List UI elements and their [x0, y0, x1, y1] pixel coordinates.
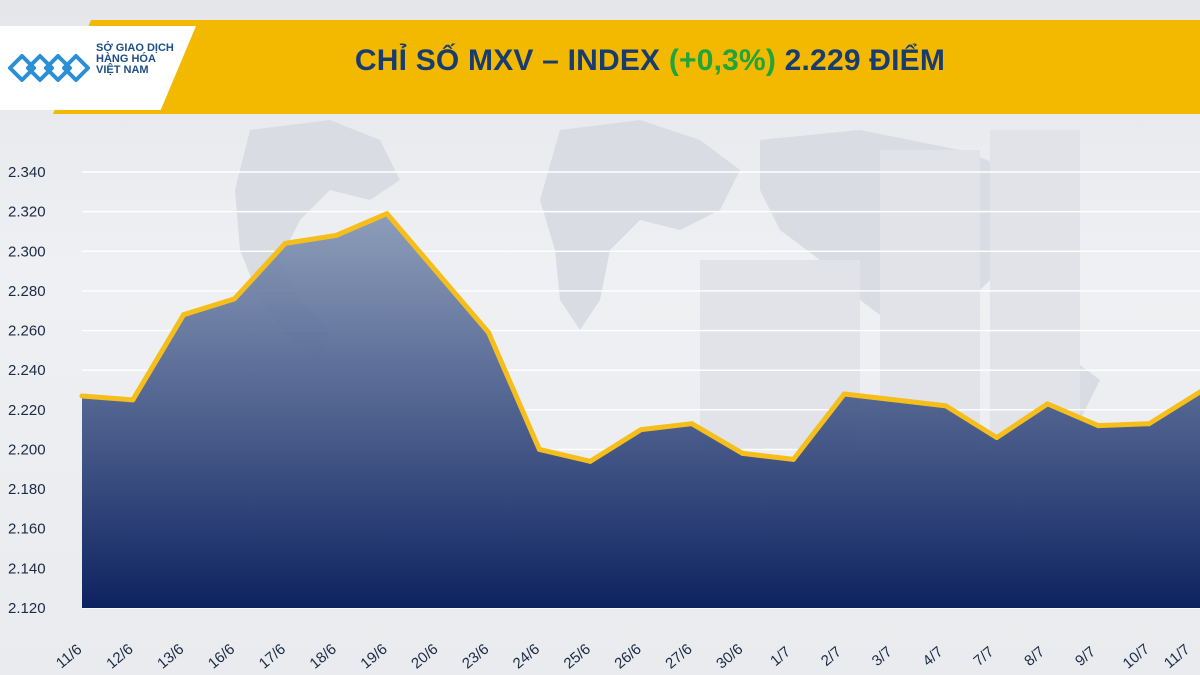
data-point [79, 393, 85, 399]
y-tick-label: 2.300 [8, 243, 46, 260]
logo-line-1: SỞ GIAO DỊCH [96, 42, 174, 54]
data-point [1045, 401, 1051, 407]
x-tick-label: 13/6 [154, 641, 187, 673]
x-tick-label: 9/7 [1072, 643, 1099, 669]
logo-line-3: VIỆT NAM [96, 64, 149, 76]
data-point [841, 391, 847, 397]
x-axis-ticks: 11/6 12/6 13/6 16/6 17/6 18/6 19/6 20/6 23/6 24/6… [53, 641, 1193, 673]
data-point [1146, 421, 1152, 427]
data-point [689, 421, 695, 427]
data-points [79, 211, 1200, 464]
header-band [120, 20, 1200, 114]
data-point [231, 296, 237, 302]
x-tick-label: 30/6 [713, 641, 746, 673]
y-tick-label: 2.120 [8, 600, 46, 617]
y-tick-label: 2.260 [8, 323, 46, 340]
data-point [333, 232, 339, 238]
y-tick-label: 2.220 [8, 402, 46, 419]
data-point [536, 446, 542, 452]
data-point [740, 450, 746, 456]
x-tick-label: 17/6 [256, 641, 289, 673]
data-point [130, 397, 136, 403]
data-point [587, 458, 593, 464]
mxv-logo-icon [8, 54, 90, 82]
x-tick-label: 27/6 [662, 641, 695, 673]
title-prefix: CHỈ SỐ MXV – INDEX [354, 44, 661, 77]
data-point [1095, 423, 1101, 429]
x-tick-label: 16/6 [205, 641, 238, 673]
y-tick-label: 2.240 [8, 362, 46, 379]
y-tick-label: 2.280 [8, 283, 46, 300]
logo-line-2: HÀNG HÓA [96, 53, 156, 65]
x-tick-label: 2/7 [818, 643, 845, 669]
data-point [790, 456, 796, 462]
x-tick-label: 20/6 [408, 641, 441, 673]
x-tick-label: 25/6 [561, 641, 594, 673]
x-tick-label: 26/6 [611, 641, 644, 673]
x-tick-label: 18/6 [307, 641, 340, 673]
x-tick-label: 3/7 [869, 643, 896, 669]
data-point [943, 403, 949, 409]
x-tick-label: 19/6 [357, 641, 390, 673]
y-tick-label: 2.160 [8, 521, 46, 538]
y-tick-label: 2.200 [8, 441, 46, 458]
y-tick-label: 2.320 [8, 204, 46, 221]
x-tick-label: 8/7 [1021, 643, 1048, 669]
data-point [892, 397, 898, 403]
title-change: (+0,3%) [668, 44, 777, 77]
data-point [994, 435, 1000, 441]
data-point [486, 330, 492, 336]
x-tick-label: 10/7 [1120, 641, 1153, 673]
data-point [638, 427, 644, 433]
y-tick-label: 2.140 [8, 560, 46, 577]
x-tick-label: 7/7 [970, 643, 997, 669]
title-value: 2.229 ĐIỂM [784, 44, 946, 77]
x-tick-label: 24/6 [510, 641, 543, 673]
chart-title: CHỈ SỐ MXV – INDEX (+0,3%) 2.229 ĐIỂM [230, 44, 1070, 78]
x-tick-label: 1/7 [767, 643, 794, 669]
index-area [82, 213, 1200, 609]
data-point [282, 240, 288, 246]
x-tick-label: 23/6 [459, 641, 492, 673]
data-point [384, 211, 390, 217]
y-axis-ticks: 2.340 2.320 2.300 2.280 2.260 2.240 2.220 2.200… [8, 164, 46, 617]
logo-text: SỞ GIAO DỊCH HÀNG HÓA VIỆT NAM [96, 43, 196, 76]
data-point [435, 270, 441, 276]
y-tick-label: 2.340 [8, 164, 46, 181]
data-point [181, 312, 187, 318]
x-tick-label: 11/7 [1161, 641, 1193, 672]
data-point [1197, 389, 1200, 395]
x-tick-label: 11/6 [53, 641, 85, 672]
y-tick-label: 2.180 [8, 481, 46, 498]
x-tick-label: 4/7 [920, 643, 947, 669]
x-tick-label: 12/6 [103, 641, 136, 673]
